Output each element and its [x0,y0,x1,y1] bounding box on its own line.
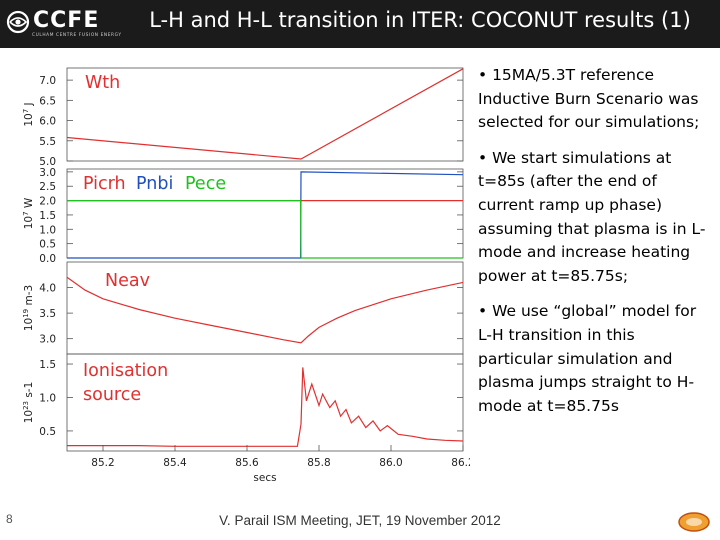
x-tick-label: 86.2 [451,457,470,469]
x-axis-label: secs [253,472,276,484]
y-tick-label: 0.5 [39,239,56,251]
y-tick-label: 6.0 [39,116,56,128]
slide-header: CCFE CULHAM CENTRE FUSION ENERGY L-H and… [0,0,720,48]
logo-name: CCFE [33,8,100,33]
footer-text: V. Parail ISM Meeting, JET, 19 November … [219,513,501,528]
x-tick-label: 85.2 [91,457,114,469]
y-tick-label: 1.0 [39,392,56,404]
panel-frame [66,67,464,162]
x-tick-label: 85.8 [307,457,330,469]
ccfe-mark-icon [6,10,30,34]
series-label: Pnbi [136,174,173,194]
bullet-item: • We use “global” model for L-H transiti… [478,302,697,415]
y-tick-label: 3.0 [39,334,56,346]
bullet-item: • 15MA/5.3T reference Inductive Burn Sce… [478,66,700,132]
chart-area: 7.0 6.5 6.0 5.5 5.0 107 J Wth 3.0 2.5 2.0 1.5 1.0 0.… [22,67,470,484]
y-tick-label: 3.5 [39,308,56,320]
y-tick-label: 0.5 [39,426,56,438]
series-line [66,276,464,344]
series-label: Pece [185,174,226,194]
y-tick-label: 5.0 [39,156,56,168]
bullet-item: • We start simulations at t=85s (after t… [478,148,706,285]
y-axis-label: 107 W [22,197,35,229]
jet-logo-icon [678,512,710,532]
y-tick-label: 6.5 [39,95,56,107]
y-tick-label: 7.0 [39,75,56,87]
y-tick-label: 1.0 [39,224,56,236]
y-tick-label: 4.0 [39,283,56,295]
y-tick-label: 2.0 [39,196,56,208]
y-tick-label: 5.5 [39,136,56,148]
series-label: Ionisation [83,361,168,381]
series-line [67,200,463,259]
panel-frame [66,353,464,452]
slide-title: L-H and H-L transition in ITER: COCONUT … [149,8,691,32]
series-line [67,171,464,259]
series-label: Wth [85,73,120,93]
series-label: Neav [105,271,150,291]
y-axis-label: 107 J [22,102,35,126]
logo-subtitle: CULHAM CENTRE FUSION ENERGY [32,33,122,38]
y-tick-label: 0.0 [39,253,56,265]
y-axis-label: 1019 m-3 [22,285,35,331]
y-axis-label: 1023 s-1 [22,382,35,424]
y-tick-label: 1.5 [39,210,56,222]
y-tick-label: 1.5 [39,359,56,371]
y-tick-label: 2.5 [39,181,56,193]
series-line [67,367,464,447]
series-line [66,68,464,160]
page-number: 8 [6,512,13,526]
x-tick-label: 85.4 [163,457,187,469]
y-tick-label: 3.0 [39,167,56,179]
x-tick-label: 85.6 [235,457,259,469]
x-tick-label: 86.0 [379,457,402,469]
panel-frame [66,168,464,259]
series-label: source [83,385,141,405]
ccfe-logo: CCFE CULHAM CENTRE FUSION ENERGY [6,4,124,44]
series-label: Picrh [83,174,126,194]
bullet-list: • 15MA/5.3T reference Inductive Burn Sce… [478,64,714,430]
